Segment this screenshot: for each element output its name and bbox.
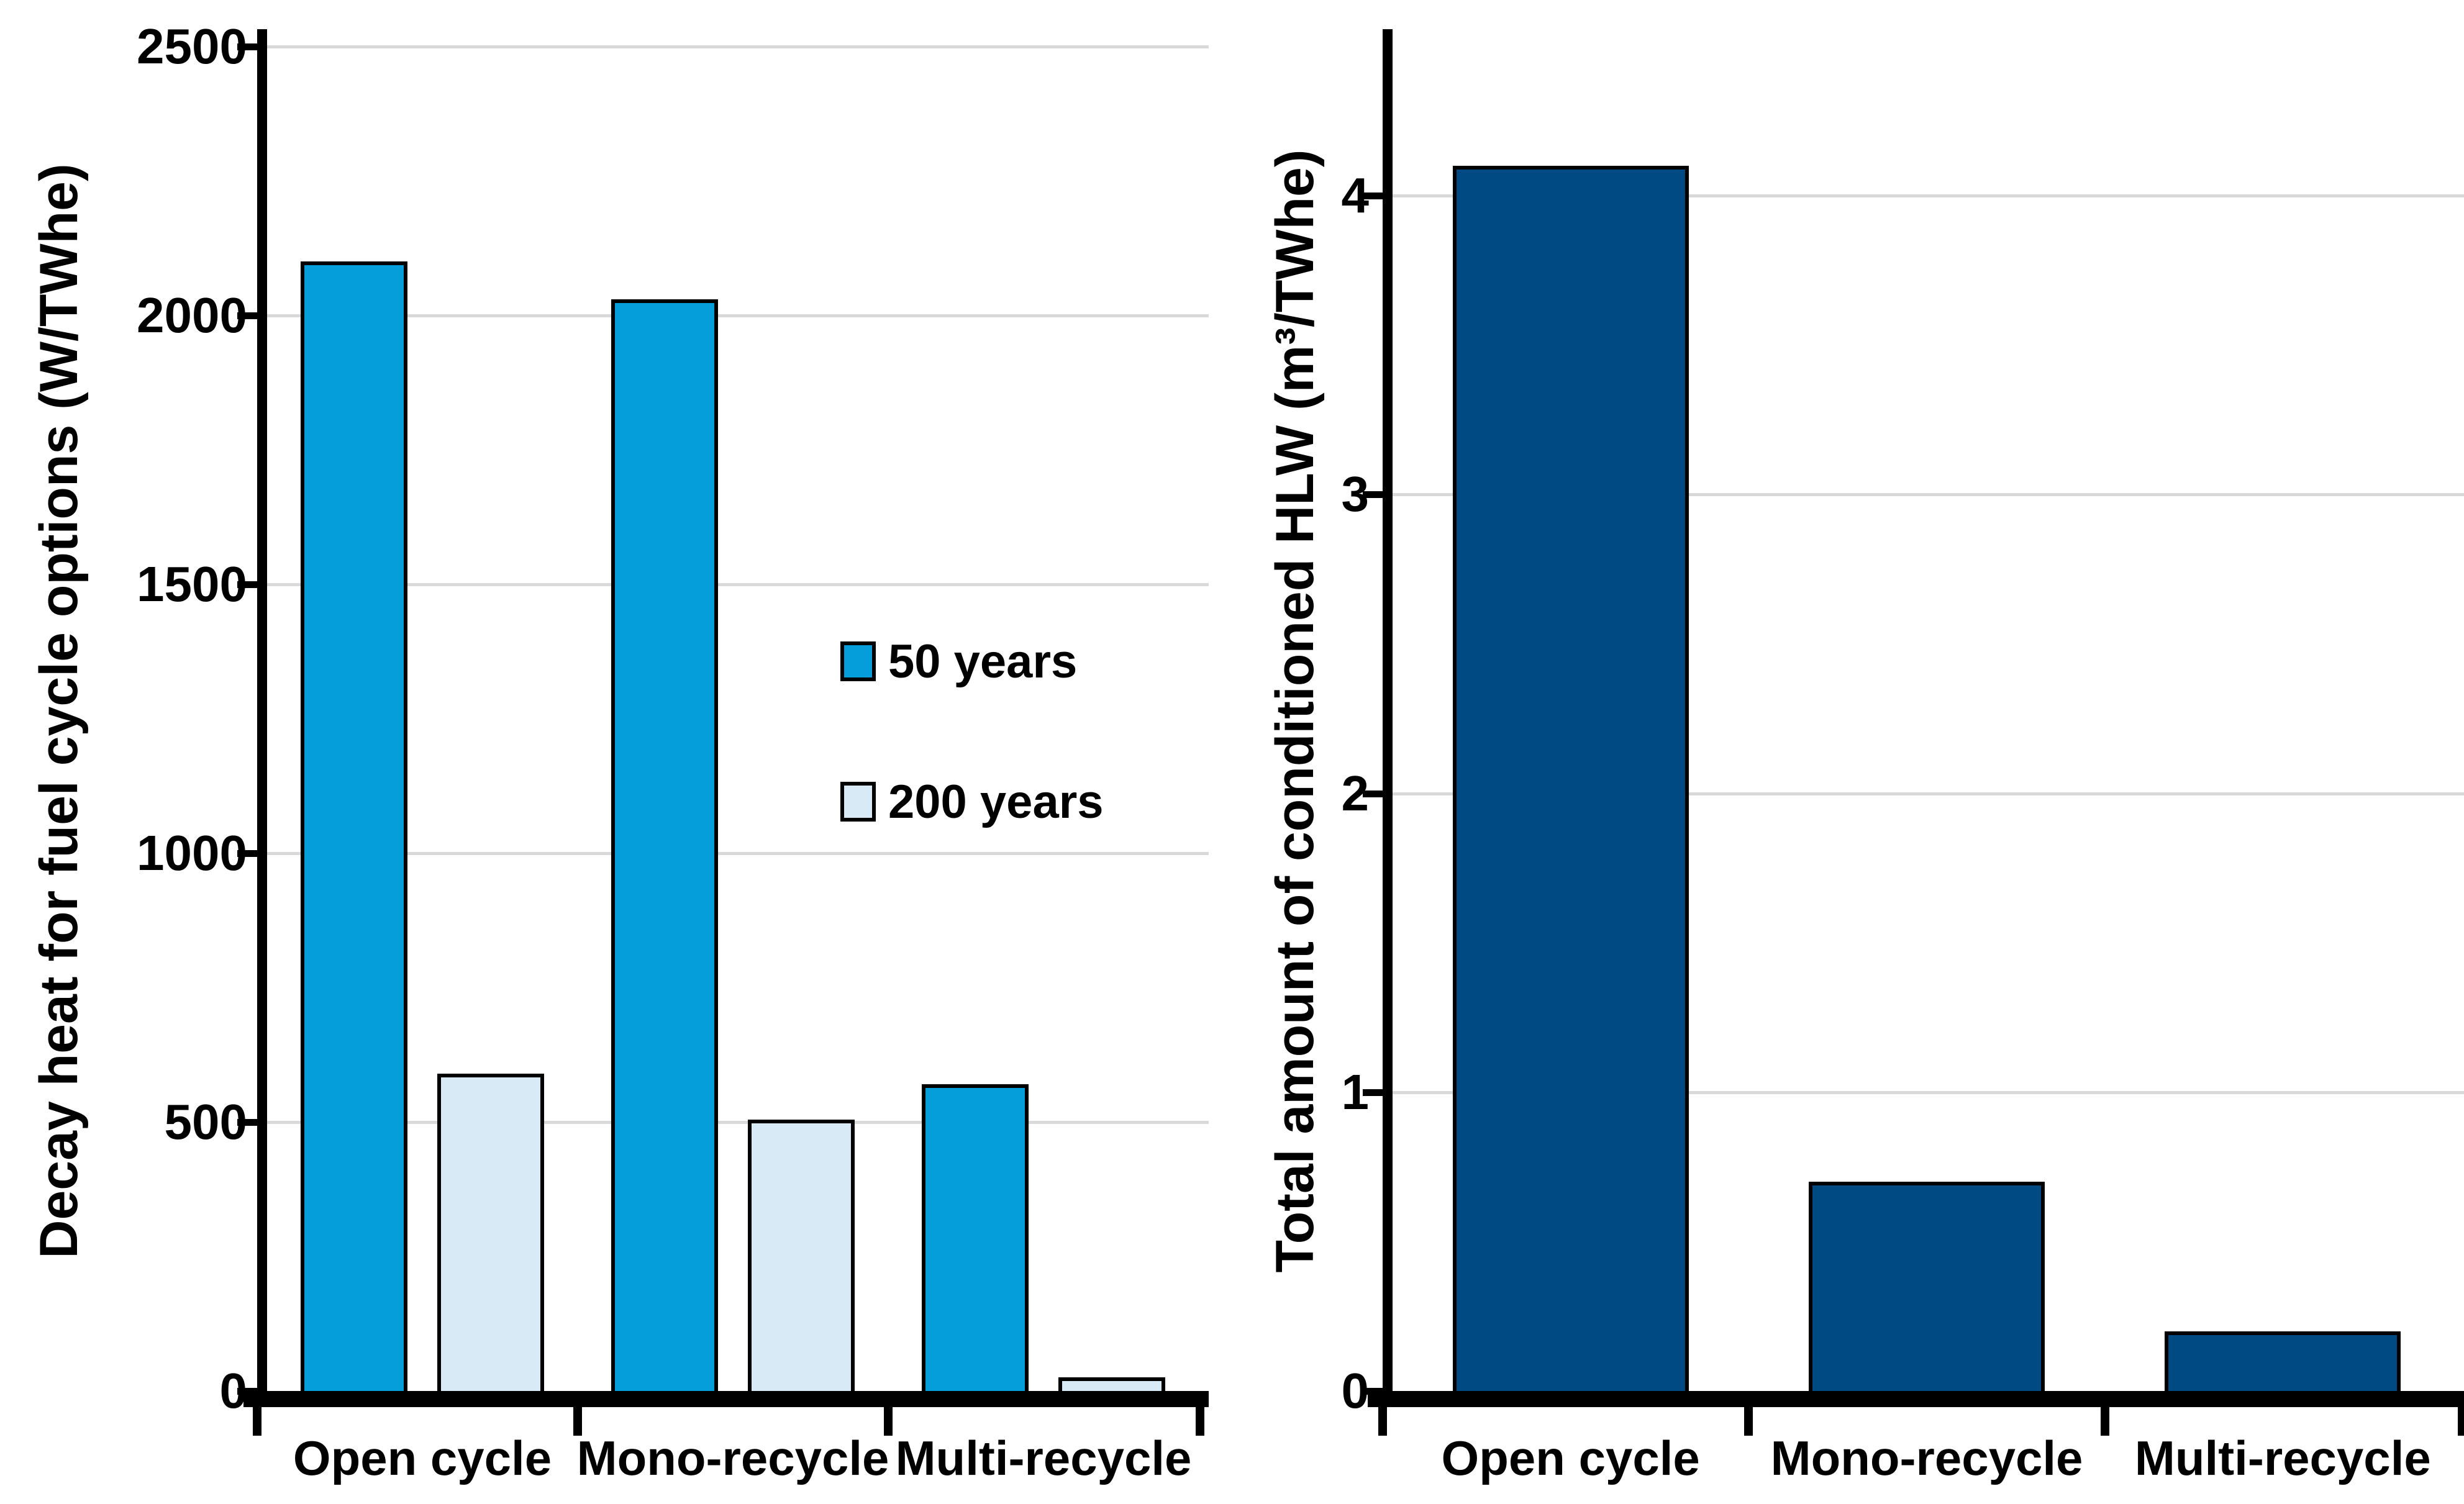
- gridline-y-1: [1393, 1090, 2464, 1094]
- x-tick-0: [253, 1407, 261, 1436]
- y-axis-line: [257, 29, 267, 1407]
- bar-50-years-open-cycle: [301, 261, 407, 1396]
- y-tick-0: [237, 1388, 257, 1395]
- bar-conditioned-hlw-multi-recycle: [2165, 1331, 2401, 1396]
- y-tick-3: [1363, 491, 1383, 499]
- gridline-y-2000: [267, 314, 1209, 317]
- x-axis-line: [243, 1391, 1209, 1407]
- gridline-y-3: [1393, 493, 2464, 497]
- category-label-open-cycle: Open cycle: [293, 1431, 552, 1485]
- gridline-y-1000: [267, 852, 1209, 855]
- x-tick-1: [573, 1407, 582, 1436]
- y-tick-label-1500: 1500: [137, 556, 247, 612]
- gridline-y-4: [1393, 194, 2464, 197]
- category-label-open-cycle: Open cycle: [1441, 1431, 1700, 1485]
- y-tick-label-0: 0: [219, 1363, 248, 1418]
- bar-200-years-open-cycle: [437, 1074, 544, 1396]
- y-axis-line: [1383, 29, 1393, 1407]
- y-tick-label-3: 3: [1341, 466, 1370, 522]
- y-tick-label-2000: 2000: [137, 288, 247, 343]
- bar-200-years-mono-recycle: [748, 1119, 855, 1396]
- x-tick-1: [1744, 1407, 1753, 1436]
- bar-conditioned-hlw-mono-recycle: [1809, 1182, 2045, 1396]
- y-tick-1500: [237, 581, 257, 588]
- gridline-y-2: [1393, 792, 2464, 795]
- x-tick-3: [1196, 1407, 1204, 1436]
- legend-label-200-years: 200 years: [888, 776, 1104, 828]
- category-label-multi-recycle: Multi-recycle: [2134, 1431, 2431, 1485]
- y-tick-label-2500: 2500: [137, 19, 247, 74]
- category-label-mono-recycle: Mono-recycle: [1770, 1431, 2083, 1485]
- category-label-multi-recycle: Multi-recycle: [895, 1431, 1192, 1485]
- x-tick-3: [2458, 1407, 2464, 1436]
- legend-swatch-50-years: [840, 641, 876, 681]
- x-tick-2: [2100, 1407, 2109, 1436]
- gridline-y-500: [267, 1121, 1209, 1124]
- y-tick-label-4: 4: [1341, 168, 1370, 223]
- y-tick-0: [1363, 1388, 1383, 1395]
- legend-label-50-years: 50 years: [888, 635, 1078, 688]
- bar-50-years-multi-recycle: [922, 1084, 1029, 1396]
- x-axis-line: [1368, 1391, 2464, 1407]
- y-tick-2: [1363, 790, 1383, 797]
- gridline-y-2500: [267, 45, 1209, 48]
- y-tick-4: [1363, 193, 1383, 199]
- left-y-axis-title: Decay heat for fuel cycle options (W/TWh…: [29, 163, 89, 1259]
- bar-50-years-mono-recycle: [611, 299, 718, 1396]
- y-tick-label-2: 2: [1341, 765, 1370, 821]
- y-tick-label-0: 0: [1341, 1363, 1370, 1418]
- bar-conditioned-hlw-open-cycle: [1452, 165, 1689, 1396]
- category-label-mono-recycle: Mono-recycle: [576, 1431, 889, 1485]
- legend-swatch-200-years: [840, 782, 876, 822]
- y-tick-2500: [237, 43, 257, 50]
- y-tick-1: [1363, 1089, 1383, 1096]
- gridline-y-1500: [267, 583, 1209, 586]
- y-tick-label-500: 500: [164, 1094, 247, 1149]
- y-tick-2000: [237, 312, 257, 319]
- y-tick-label-1: 1: [1341, 1064, 1370, 1120]
- y-tick-label-1000: 1000: [137, 825, 247, 881]
- x-tick-2: [884, 1407, 893, 1436]
- x-tick-0: [1378, 1407, 1387, 1436]
- y-tick-500: [237, 1119, 257, 1126]
- y-tick-1000: [237, 850, 257, 857]
